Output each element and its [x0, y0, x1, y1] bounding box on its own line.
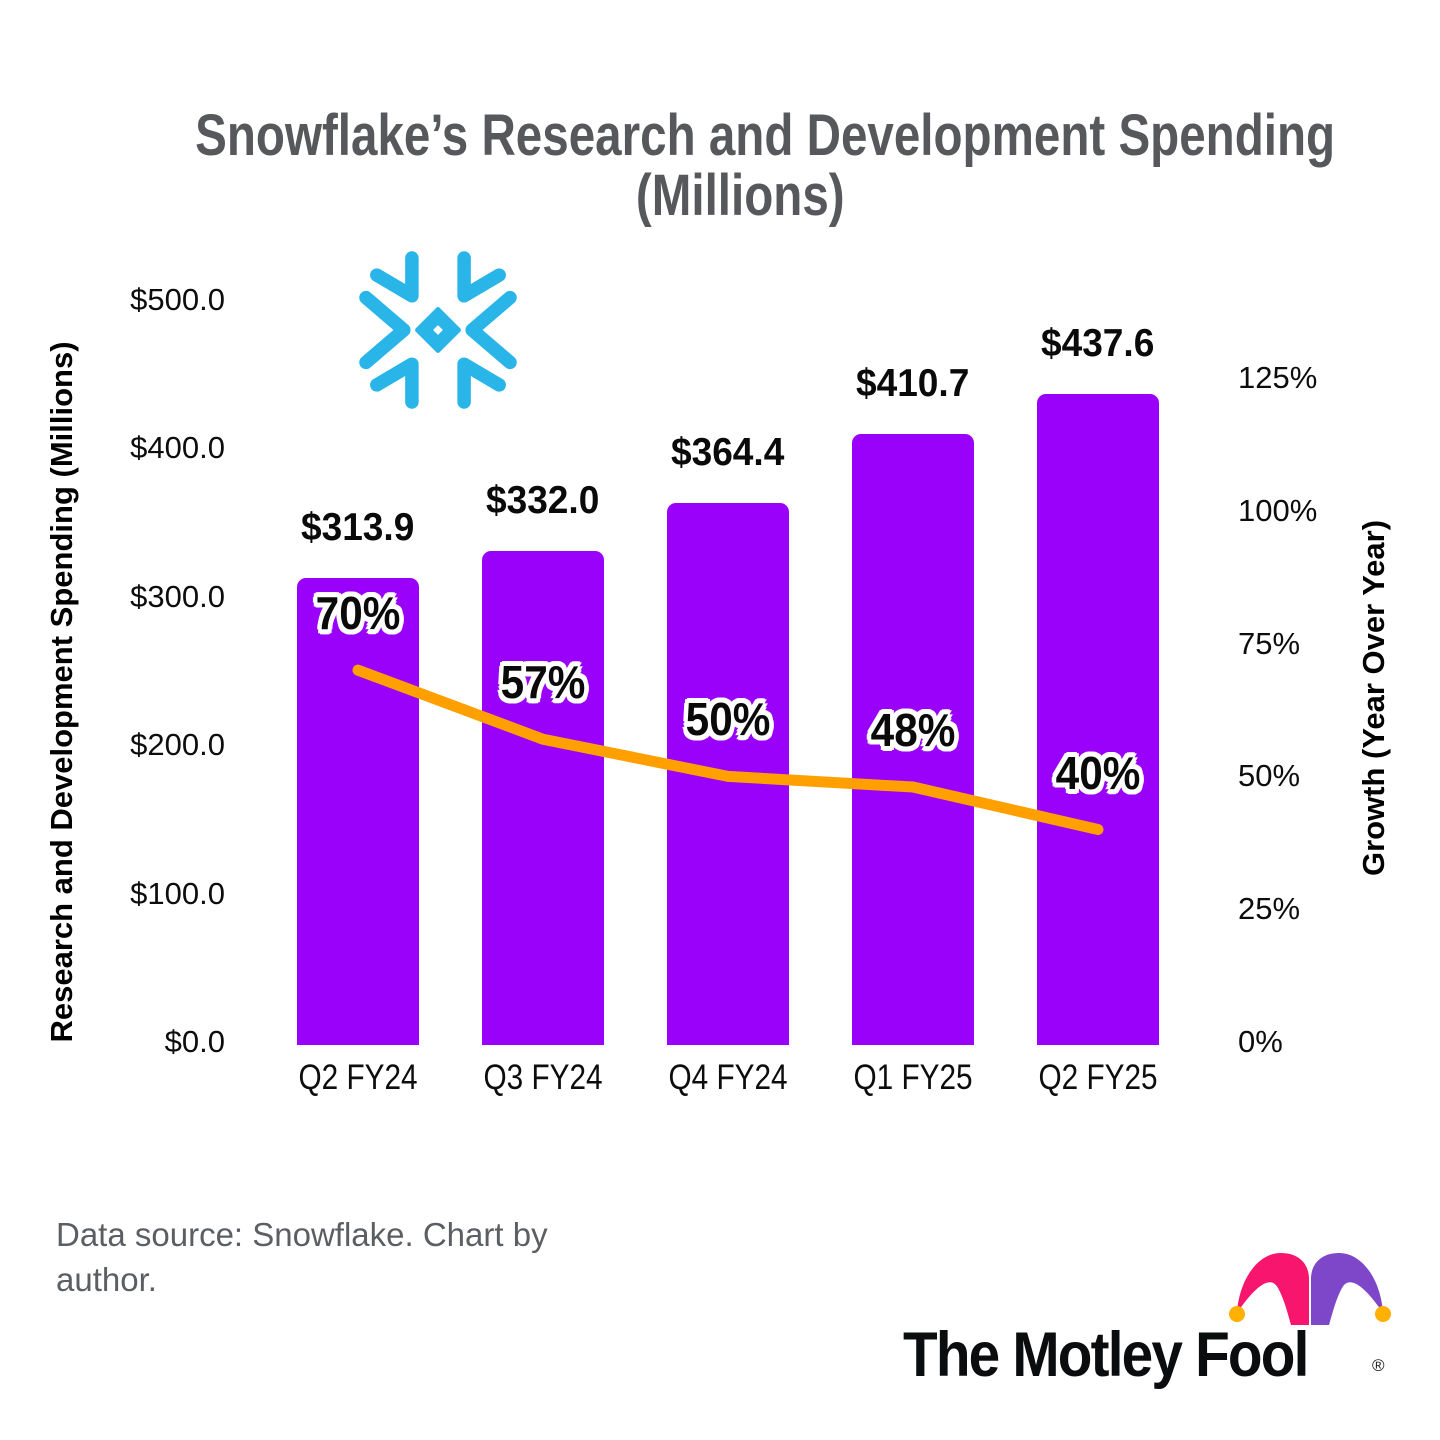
bar-value-label: $313.9 [248, 506, 468, 550]
left-axis-title: Research and Development Spending (Milli… [44, 341, 79, 1043]
left-axis-tick: $300.0 [130, 579, 225, 614]
bar-value-label: $332.0 [433, 479, 653, 523]
left-axis-tick: $400.0 [130, 430, 225, 465]
bar-value-text: $364.4 [671, 430, 785, 474]
bar-value-text: $313.9 [301, 505, 415, 549]
x-axis-label: Q4 FY24 [648, 1058, 808, 1098]
jester-hat-icon [1229, 1253, 1391, 1325]
snowflake-arm [370, 357, 419, 409]
snowflake-arm [457, 357, 506, 409]
left-axis-tick: $200.0 [130, 727, 225, 762]
page-title: Snowflake’s Research and Development Spe… [70, 106, 1410, 226]
jester-hat-bell-right [1375, 1306, 1391, 1322]
snowflake-logo-icon [359, 251, 517, 409]
growth-label-text: 50% [685, 693, 771, 746]
source-note-line-2: author. [56, 1261, 157, 1298]
snowflake-arm [465, 290, 517, 370]
bar-q2-fy25 [1037, 393, 1159, 1045]
x-axis-label: Q2 FY24 [278, 1058, 438, 1098]
left-axis-tick: $500.0 [130, 282, 225, 317]
x-axis-label-text: Q2 FY24 [298, 1058, 418, 1097]
x-axis-label-text: Q4 FY24 [668, 1058, 788, 1097]
source-note: Data source: Snowflake. Chart by author. [56, 1212, 548, 1302]
bar-value-text: $437.6 [1041, 321, 1155, 365]
title-line-2: (Millions) [635, 163, 845, 228]
x-axis-label: Q2 FY25 [1018, 1058, 1178, 1098]
x-axis-label-text: Q3 FY24 [483, 1058, 603, 1097]
x-axis-label: Q3 FY24 [463, 1058, 623, 1098]
bar-q4-fy24 [667, 502, 789, 1045]
registered-trademark: ® [1372, 1356, 1385, 1375]
growth-label-text: 70% [315, 587, 401, 640]
right-axis-title: Growth (Year Over Year) [1356, 519, 1391, 877]
title-line-1: Snowflake’s Research and Development Spe… [195, 103, 1336, 168]
jester-hat-left-lobe [1237, 1253, 1309, 1325]
bar-value-label: $437.6 [988, 322, 1208, 366]
right-axis-tick: 125% [1238, 360, 1318, 395]
brand-name: The Motley Fool [903, 1320, 1309, 1390]
bar-q2-fy24 [297, 577, 419, 1045]
snowflake-arm [370, 251, 419, 303]
jester-hat-right-lobe [1311, 1253, 1383, 1325]
x-axis-label-text: Q1 FY25 [853, 1058, 973, 1097]
left-axis-tick: $100.0 [130, 876, 225, 911]
growth-data-label: 70% [248, 588, 468, 638]
jester-hat-bell-left [1229, 1306, 1245, 1322]
growth-data-label: 40% [988, 748, 1208, 798]
right-axis-tick: 25% [1238, 891, 1301, 926]
growth-label-text: 40% [1055, 746, 1141, 799]
right-axis-tick: 75% [1238, 626, 1301, 661]
right-axis-tick: 100% [1238, 493, 1318, 528]
bar-value-text: $332.0 [486, 478, 600, 522]
x-axis-label: Q1 FY25 [833, 1058, 993, 1098]
growth-label-text: 57% [500, 656, 586, 709]
snowflake-center-diamond [415, 307, 461, 353]
right-axis-tick: 50% [1238, 758, 1301, 793]
snowflake-arm [457, 251, 506, 303]
snowflake-arm [359, 290, 411, 370]
x-axis-label-text: Q2 FY25 [1038, 1058, 1158, 1097]
source-note-line-1: Data source: Snowflake. Chart by [56, 1216, 548, 1253]
growth-label-text: 48% [870, 704, 956, 757]
bar-q3-fy24 [482, 550, 604, 1045]
bar-value-label: $364.4 [618, 431, 838, 475]
bar-value-text: $410.7 [856, 361, 970, 405]
bar-value-label: $410.7 [803, 362, 1023, 406]
left-axis-tick: $0.0 [164, 1024, 225, 1059]
right-axis-tick: 0% [1238, 1024, 1283, 1059]
